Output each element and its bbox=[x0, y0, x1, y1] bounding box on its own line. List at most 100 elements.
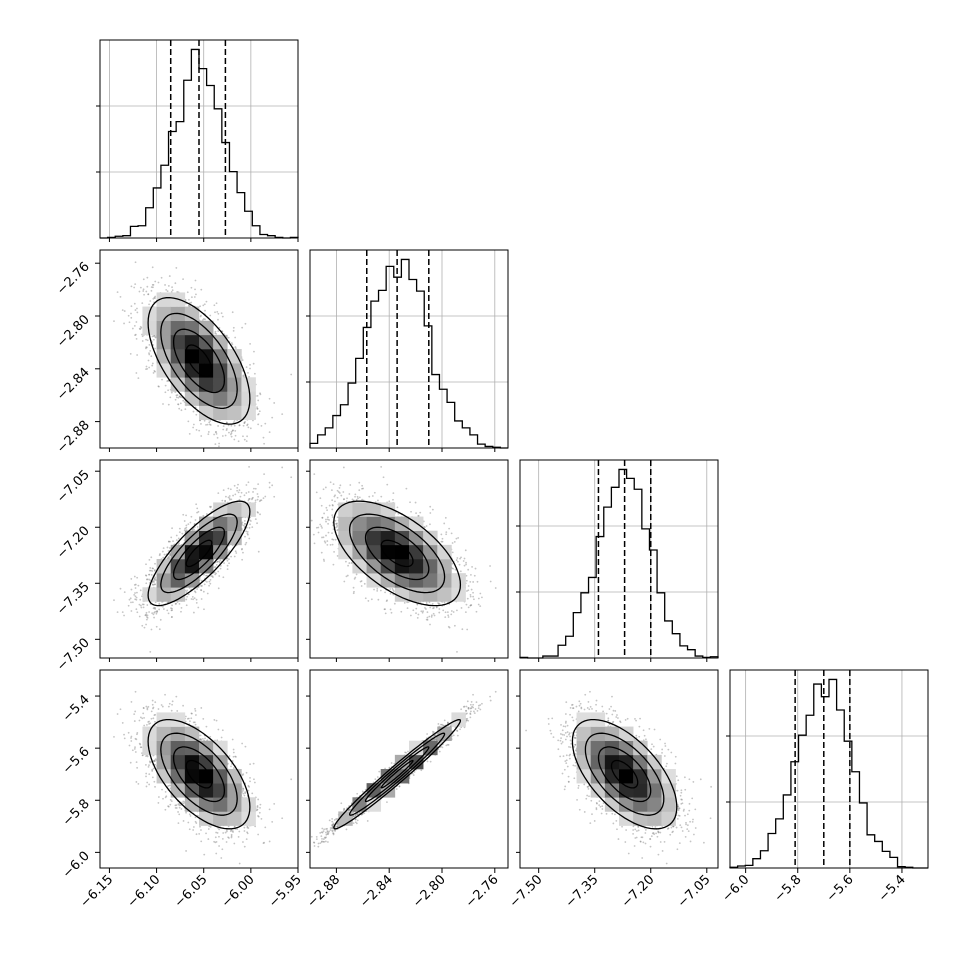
sample-point bbox=[232, 326, 235, 329]
sample-point bbox=[226, 559, 229, 562]
sample-point bbox=[263, 442, 266, 445]
sample-point bbox=[226, 564, 229, 567]
sample-point bbox=[158, 554, 161, 557]
sample-point bbox=[152, 338, 155, 341]
sample-point bbox=[228, 431, 230, 434]
sample-point bbox=[133, 286, 136, 289]
sample-point bbox=[225, 495, 227, 498]
sample-point bbox=[141, 340, 144, 342]
sample-point bbox=[153, 583, 156, 586]
sample-point bbox=[226, 568, 229, 571]
sample-point bbox=[221, 315, 224, 318]
sample-point bbox=[241, 521, 244, 524]
contour-2 bbox=[160, 312, 238, 410]
sample-point bbox=[138, 290, 141, 293]
sample-point bbox=[227, 424, 230, 427]
sample-point bbox=[231, 429, 234, 432]
sample-point bbox=[154, 607, 157, 609]
histogram-step-2 bbox=[519, 468, 719, 659]
sample-point bbox=[246, 435, 248, 438]
sample-point bbox=[214, 431, 217, 433]
sample-point bbox=[215, 302, 218, 305]
sample-point bbox=[154, 370, 156, 373]
sample-point bbox=[200, 589, 202, 591]
sample-point bbox=[200, 598, 203, 600]
sample-point bbox=[145, 346, 148, 349]
sample-point bbox=[130, 601, 132, 604]
sample-point bbox=[244, 421, 246, 423]
contour-0 bbox=[185, 344, 213, 378]
sample-point bbox=[218, 560, 221, 563]
sample-point bbox=[123, 322, 125, 325]
contour-1 bbox=[172, 328, 226, 394]
histogram-panel-1 bbox=[306, 249, 509, 449]
sample-point bbox=[247, 426, 250, 429]
sample-point bbox=[170, 291, 173, 293]
sample-point bbox=[178, 395, 181, 398]
sample-point bbox=[142, 606, 145, 609]
sample-point bbox=[154, 562, 156, 565]
sample-point bbox=[175, 267, 178, 269]
sample-point bbox=[242, 551, 244, 554]
sample-point bbox=[202, 590, 205, 593]
sample-point bbox=[242, 435, 244, 438]
sample-point bbox=[141, 603, 144, 606]
sample-point bbox=[195, 601, 198, 604]
sample-point bbox=[139, 589, 142, 592]
sample-point bbox=[238, 424, 241, 427]
sample-point bbox=[230, 498, 233, 501]
sample-point bbox=[185, 526, 188, 529]
sample-point bbox=[183, 529, 186, 532]
sample-point bbox=[200, 288, 203, 291]
sample-point bbox=[177, 403, 180, 406]
sample-point bbox=[164, 284, 166, 286]
sample-point bbox=[135, 337, 138, 340]
sample-point bbox=[210, 575, 213, 577]
sample-point bbox=[214, 330, 217, 333]
sample-point bbox=[222, 428, 225, 431]
density-cell bbox=[199, 405, 214, 421]
sample-point bbox=[222, 576, 225, 579]
sample-point bbox=[232, 494, 234, 497]
sample-point bbox=[219, 565, 222, 567]
sample-point bbox=[130, 578, 133, 580]
sample-point bbox=[169, 540, 171, 543]
sample-point bbox=[237, 440, 240, 443]
density-cell bbox=[213, 334, 228, 350]
sample-point bbox=[243, 520, 246, 522]
sample-point bbox=[249, 523, 251, 526]
sample-point bbox=[259, 499, 262, 502]
sample-point bbox=[168, 554, 171, 557]
sample-point bbox=[141, 335, 144, 338]
sample-point bbox=[254, 499, 257, 502]
sample-point bbox=[151, 362, 154, 365]
sample-point bbox=[171, 607, 173, 610]
sample-point bbox=[230, 555, 232, 558]
sample-point bbox=[224, 500, 227, 503]
sample-point bbox=[234, 434, 237, 437]
sample-point bbox=[192, 410, 195, 413]
sample-point bbox=[154, 297, 156, 300]
sample-point bbox=[234, 430, 237, 432]
sample-point bbox=[221, 435, 224, 437]
sample-point bbox=[134, 309, 137, 311]
sample-point bbox=[134, 261, 137, 264]
sample-point bbox=[158, 608, 161, 611]
sample-point bbox=[256, 522, 258, 525]
sample-point bbox=[184, 299, 187, 301]
sample-point bbox=[252, 362, 255, 365]
sample-point bbox=[256, 498, 259, 501]
panel-frame bbox=[309, 249, 509, 449]
sample-point bbox=[271, 484, 274, 487]
sample-point bbox=[174, 282, 177, 285]
sample-point bbox=[256, 511, 259, 513]
sample-point bbox=[179, 402, 182, 405]
sample-point bbox=[259, 513, 261, 516]
sample-point bbox=[263, 473, 266, 475]
density-cell bbox=[170, 363, 186, 378]
sample-point bbox=[152, 283, 155, 286]
sample-point bbox=[138, 615, 141, 618]
sample-point bbox=[148, 578, 150, 581]
sample-point bbox=[154, 583, 156, 586]
sample-point bbox=[234, 346, 237, 348]
